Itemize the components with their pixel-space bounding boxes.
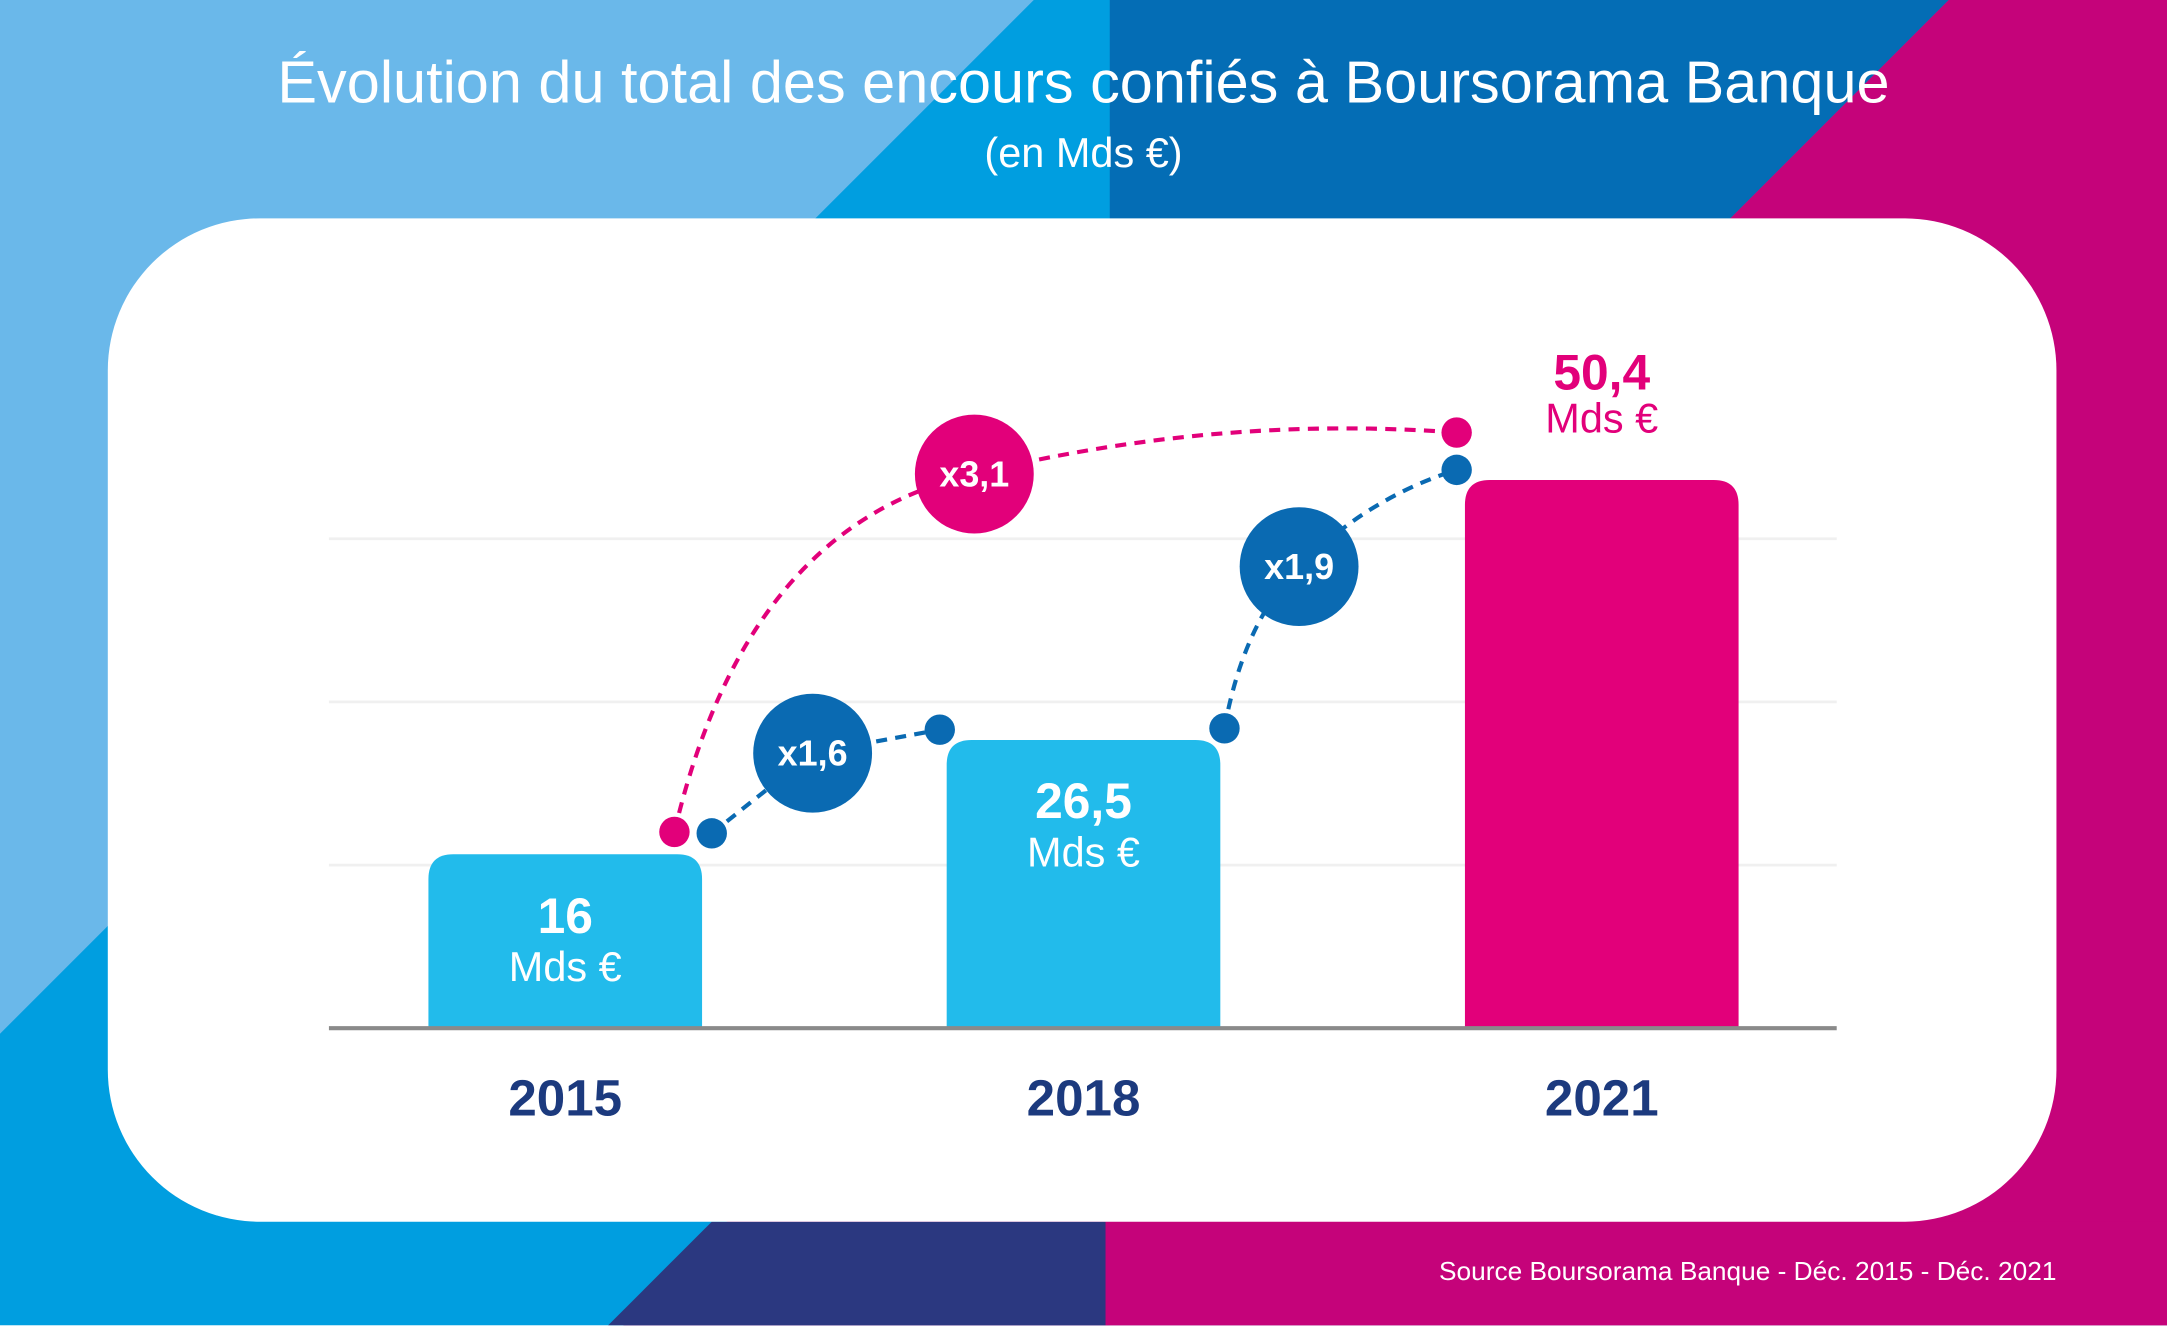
bar-2015 xyxy=(428,854,703,1029)
data-label-value: 26,5 xyxy=(1035,773,1132,830)
x-tick-label: 2018 xyxy=(1026,1069,1141,1127)
multiplier-label: x1,9 xyxy=(1264,545,1335,588)
chart-title: Évolution du total des encours confiés à… xyxy=(277,49,1890,117)
bar-2018 xyxy=(946,739,1221,1029)
growth-curve-x1-6 xyxy=(710,727,941,835)
curve-endpoint-dot xyxy=(659,816,690,848)
chart-subtitle: (en Mds €) xyxy=(984,131,1183,177)
curve-endpoint-dot xyxy=(924,714,955,745)
multiplier-bubble xyxy=(1239,507,1359,627)
data-label-unit: Mds € xyxy=(508,945,622,992)
bg-navy xyxy=(608,1221,1106,1326)
data-label-value: 16 xyxy=(537,887,593,945)
data-label-unit: Mds € xyxy=(1027,831,1140,877)
bg-magenta-bottom xyxy=(1105,1221,2167,1326)
multiplier-bubble xyxy=(753,693,873,813)
multiplier-label: x1,6 xyxy=(777,732,848,774)
bar-2021 xyxy=(1464,480,1739,1029)
curve-endpoint-dot xyxy=(1209,713,1240,744)
x-tick-label: 2015 xyxy=(508,1069,623,1127)
curve-endpoint-dot xyxy=(1441,417,1472,448)
curve-endpoint-dot xyxy=(1441,454,1472,486)
data-label-unit: Mds € xyxy=(1545,397,1659,443)
source-note: Source Boursorama Banque - Déc. 2015 - D… xyxy=(1439,1257,2057,1287)
curve-endpoint-dot xyxy=(696,818,727,849)
chart-area xyxy=(328,414,1837,1031)
multiplier-label: x3,1 xyxy=(939,453,1010,495)
data-label-value: 50,4 xyxy=(1553,344,1651,402)
x-tick-label: 2021 xyxy=(1544,1069,1659,1127)
multiplier-bubble xyxy=(914,414,1034,534)
